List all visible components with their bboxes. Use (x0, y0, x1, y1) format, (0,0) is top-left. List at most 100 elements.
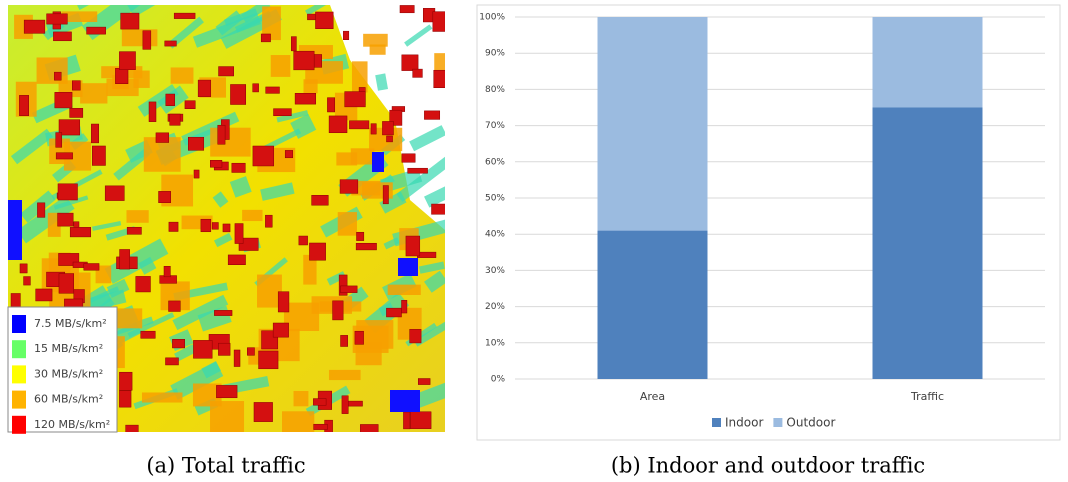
map-texture (312, 195, 329, 205)
map-texture (386, 308, 401, 317)
map-texture (105, 186, 124, 201)
map-texture (242, 210, 262, 221)
map-texture (333, 301, 344, 320)
map-texture (402, 55, 418, 71)
y-tick-label: 70% (485, 121, 505, 131)
map-texture (119, 52, 135, 70)
map-texture (37, 57, 68, 83)
y-tick-label: 100% (479, 13, 505, 23)
map-texture (193, 340, 212, 358)
map-texture (261, 34, 270, 42)
map-texture (228, 255, 245, 265)
map-texture (119, 391, 131, 408)
map-texture (210, 128, 251, 157)
map-texture (230, 84, 245, 104)
legend-label: 15 MB/s/km² (34, 342, 103, 355)
map-texture (171, 67, 194, 83)
map-texture (127, 227, 141, 234)
map-texture (338, 212, 357, 236)
map-texture (418, 379, 430, 385)
map-texture (345, 92, 366, 107)
map-texture (172, 339, 184, 348)
map-texture (357, 232, 364, 240)
map-texture (347, 401, 363, 406)
map-texture (159, 191, 171, 202)
map-texture (371, 124, 376, 134)
bar-segment (873, 17, 983, 108)
y-tick-label: 60% (485, 157, 505, 167)
map-texture (174, 13, 195, 18)
map-texture (194, 170, 199, 178)
legend-swatch (773, 418, 782, 427)
map-texture (390, 390, 420, 412)
figure: (a) Total traffic (b) Indoor and outdoor… (0, 0, 1068, 482)
bar-segment (598, 231, 708, 379)
map-texture (356, 243, 376, 250)
map-texture (24, 20, 45, 33)
map-texture (342, 396, 348, 414)
legend-label: Outdoor (786, 416, 835, 430)
legend-label: 120 MB/s/km² (34, 418, 110, 431)
map-texture (70, 227, 91, 237)
map-texture (294, 51, 315, 70)
map-texture (8, 200, 22, 260)
map-texture (360, 424, 378, 435)
map-texture (134, 71, 150, 88)
map-texture (433, 12, 445, 32)
map-texture (401, 300, 406, 313)
map-texture (235, 224, 243, 244)
y-tick-label: 30% (485, 266, 505, 276)
map-texture (127, 210, 149, 223)
map-texture (115, 68, 128, 83)
map-texture (434, 70, 450, 88)
map-texture (295, 93, 316, 104)
map-texture (410, 329, 421, 343)
map-texture (253, 84, 259, 92)
map-texture (165, 358, 178, 365)
map-texture (282, 411, 314, 444)
map-texture (136, 276, 151, 292)
map-texture (424, 111, 439, 120)
map-texture (87, 27, 106, 34)
map-texture (36, 289, 52, 301)
map-texture (169, 222, 178, 231)
map-texture (53, 32, 71, 41)
y-tick-label: 0% (491, 375, 506, 385)
map-texture (388, 285, 421, 295)
map-texture (210, 401, 244, 434)
map-texture (165, 41, 177, 46)
map-texture (201, 219, 211, 232)
map-texture (284, 303, 319, 331)
map-texture (234, 350, 240, 367)
map-texture (406, 236, 420, 256)
map-texture (24, 277, 31, 286)
map-texture (343, 31, 349, 40)
map-texture (403, 412, 409, 429)
y-tick-label: 90% (485, 49, 505, 59)
map-texture (336, 152, 357, 165)
map-texture (223, 224, 230, 232)
map-texture (329, 116, 347, 133)
y-tick-label: 20% (485, 302, 505, 312)
map-texture (70, 108, 83, 117)
map-texture (47, 14, 68, 24)
map-texture (185, 101, 195, 109)
map-texture (122, 29, 158, 46)
map-texture (327, 98, 334, 112)
map-texture (59, 274, 74, 294)
map-texture (431, 204, 451, 214)
map-texture (247, 348, 254, 356)
map-texture (164, 266, 170, 277)
map-texture (218, 343, 230, 355)
x-tick-label: Area (640, 390, 665, 403)
map-texture (20, 264, 27, 273)
map-texture (291, 37, 296, 51)
map-texture (80, 83, 107, 103)
map-texture (170, 114, 180, 125)
map-texture (271, 55, 291, 77)
map-texture (253, 146, 274, 166)
legend-label: 60 MB/s/km² (34, 393, 103, 406)
map-texture (408, 168, 428, 173)
map-texture (400, 5, 414, 12)
map-texture (141, 331, 155, 338)
